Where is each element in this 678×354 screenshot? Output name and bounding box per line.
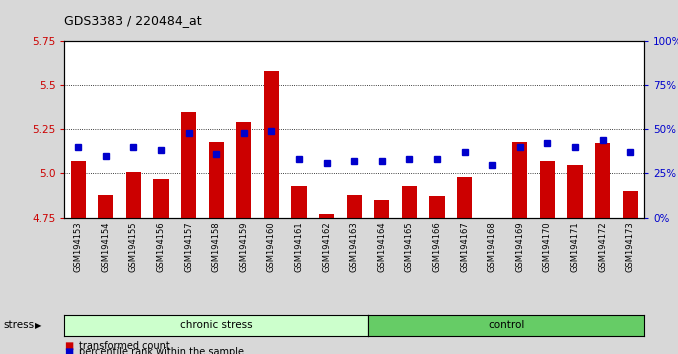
Text: GSM194158: GSM194158 <box>212 221 221 272</box>
Bar <box>292 186 306 218</box>
Text: GSM194164: GSM194164 <box>378 221 386 272</box>
Text: GSM194169: GSM194169 <box>515 221 524 272</box>
Bar <box>567 165 582 218</box>
Text: ■: ■ <box>64 347 74 354</box>
Bar <box>622 191 638 218</box>
Text: ■: ■ <box>64 341 74 351</box>
Bar <box>374 200 389 218</box>
Text: GSM194161: GSM194161 <box>294 221 304 272</box>
Text: GSM194156: GSM194156 <box>157 221 165 272</box>
Text: GSM194168: GSM194168 <box>487 221 497 272</box>
Text: GSM194170: GSM194170 <box>543 221 552 272</box>
Text: GSM194173: GSM194173 <box>626 221 635 272</box>
Bar <box>126 172 141 218</box>
Text: percentile rank within the sample: percentile rank within the sample <box>79 347 244 354</box>
Bar <box>181 112 196 218</box>
Text: GSM194167: GSM194167 <box>460 221 469 272</box>
Text: GSM194160: GSM194160 <box>267 221 276 272</box>
Bar <box>513 142 527 218</box>
Bar <box>236 122 252 218</box>
Text: ▶: ▶ <box>35 321 42 330</box>
Text: chronic stress: chronic stress <box>180 320 252 330</box>
Bar <box>429 196 445 218</box>
Bar <box>457 177 473 218</box>
Bar <box>264 71 279 218</box>
Text: GDS3383 / 220484_at: GDS3383 / 220484_at <box>64 13 202 27</box>
Bar <box>319 214 334 218</box>
Text: GSM194155: GSM194155 <box>129 221 138 272</box>
Bar <box>540 161 555 218</box>
Text: GSM194166: GSM194166 <box>433 221 441 272</box>
Text: GSM194171: GSM194171 <box>571 221 580 272</box>
Text: GSM194154: GSM194154 <box>101 221 111 272</box>
Text: GSM194159: GSM194159 <box>239 221 248 272</box>
Text: stress: stress <box>3 320 35 330</box>
Bar <box>153 179 169 218</box>
Text: GSM194163: GSM194163 <box>350 221 359 272</box>
Bar <box>402 186 417 218</box>
Text: GSM194153: GSM194153 <box>74 221 83 272</box>
Text: transformed count: transformed count <box>79 341 170 351</box>
Bar <box>595 143 610 218</box>
Text: control: control <box>488 320 524 330</box>
Bar <box>98 195 113 218</box>
Bar <box>209 142 224 218</box>
Bar <box>71 161 86 218</box>
Text: GSM194172: GSM194172 <box>598 221 607 272</box>
Text: GSM194157: GSM194157 <box>184 221 193 272</box>
Text: GSM194162: GSM194162 <box>322 221 331 272</box>
Bar <box>346 195 362 218</box>
Text: GSM194165: GSM194165 <box>405 221 414 272</box>
